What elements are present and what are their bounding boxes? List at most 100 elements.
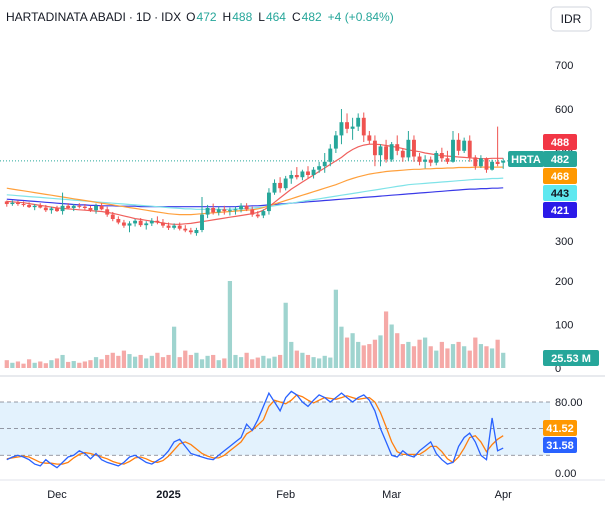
volume-bar (489, 348, 495, 368)
volume-bar (367, 344, 372, 368)
volume-bar (110, 352, 115, 368)
volume-bar (417, 339, 422, 368)
volume-bar (172, 326, 177, 368)
candle-body (356, 117, 361, 127)
header-change: +4 (+0.84%) (328, 10, 394, 24)
symbol-label-hrta-bg (508, 151, 544, 167)
candle-body (55, 208, 59, 212)
volume-bar (261, 355, 266, 368)
time-axis-label: Feb (276, 489, 295, 501)
currency-button[interactable] (550, 6, 592, 32)
volume-bar (38, 361, 43, 368)
volume-bar (183, 350, 188, 368)
candle-body (216, 209, 221, 213)
candle-body (484, 158, 489, 170)
volume-value-label-bg (543, 350, 599, 366)
volume-bar (406, 341, 411, 368)
volume-bar (283, 302, 288, 368)
candle-body (395, 144, 400, 151)
candle-body (478, 158, 483, 167)
candle-body (501, 160, 506, 163)
candle-body (306, 171, 310, 175)
volume-bar (244, 352, 249, 368)
volume-bar (423, 337, 428, 368)
header-open-value: 472 (197, 10, 217, 24)
volume-bar (339, 326, 344, 368)
candle-body (49, 208, 54, 211)
price-label-482: 482 (551, 154, 569, 166)
volume-bar (350, 333, 355, 368)
candle-body (289, 175, 294, 179)
candle-body (473, 157, 478, 167)
stoch-tick-label: 80.00 (555, 397, 583, 409)
volume-bar (71, 361, 76, 368)
header-symbol: HARTADINATA ABADI (6, 10, 126, 24)
volume-bar (389, 324, 394, 368)
volume-bar (333, 289, 338, 368)
candle-body (300, 171, 305, 178)
candle-body (38, 205, 43, 208)
time-axis-label: Mar (382, 489, 401, 501)
candle-body (283, 178, 288, 189)
volume-bar (4, 360, 9, 368)
candle-body (417, 156, 422, 162)
candle-body (389, 144, 394, 160)
stoch-label-k-bg (543, 437, 577, 453)
candle-body (244, 205, 249, 210)
volume-bar (227, 281, 233, 368)
volume-bar (400, 344, 405, 368)
candle-body (445, 158, 450, 162)
volume-bar (199, 359, 205, 368)
candle-body (261, 211, 266, 216)
volume-bar (160, 357, 166, 368)
volume-bar (99, 359, 104, 368)
candle-body (222, 209, 227, 212)
candle-body (77, 205, 82, 207)
candle-body (255, 214, 260, 217)
price-label-468-bg (543, 168, 577, 184)
volume-bar (15, 361, 21, 368)
volume-bar (395, 333, 400, 368)
candle-body (105, 209, 110, 215)
candle-body (333, 135, 338, 149)
candle-body (94, 205, 98, 211)
candle-body (116, 219, 121, 223)
candle-body (194, 230, 199, 234)
price-label-488: 488 (551, 137, 569, 149)
price-tick-label: 300 (555, 236, 573, 248)
candle-body (406, 139, 411, 158)
volume-bar (478, 344, 484, 368)
volume-bar (222, 358, 227, 368)
header-exchange: IDX (161, 10, 181, 24)
candle-body (423, 159, 428, 162)
volume-bar (121, 350, 127, 368)
candle-body (378, 146, 383, 156)
candle-body (311, 169, 316, 175)
header-close-value: 482 (302, 10, 322, 24)
volume-bar (49, 360, 54, 368)
candle-body (367, 135, 372, 141)
volume-bar (473, 337, 478, 368)
candle-body (149, 220, 154, 224)
candle-body (43, 207, 48, 211)
candle-body (451, 139, 455, 162)
header-high-value: 488 (232, 10, 252, 24)
header-low-value: 464 (266, 10, 286, 24)
stoch-d-line (6, 394, 504, 465)
candle-body (495, 161, 500, 164)
header-high-label: H (223, 10, 232, 24)
volume-bar (462, 346, 467, 368)
volume-bar (311, 357, 316, 368)
volume-bar (105, 354, 110, 368)
volume-bar (411, 346, 417, 368)
volume-bar (138, 354, 143, 368)
candle-body (200, 214, 204, 230)
candle-body (233, 209, 238, 211)
volume-bar (116, 355, 121, 368)
candle-body (400, 150, 405, 158)
volume-bar (43, 363, 48, 368)
stoch-label-d: 41.52 (546, 423, 574, 435)
stoch-k-line (6, 390, 504, 469)
